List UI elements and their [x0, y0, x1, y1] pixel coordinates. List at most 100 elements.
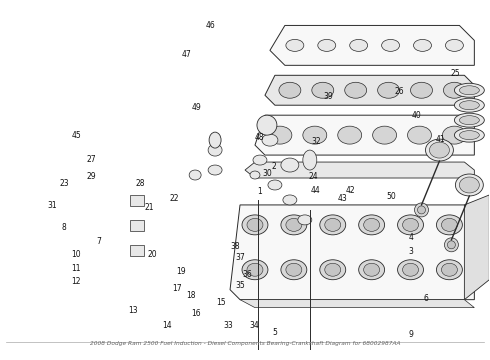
Ellipse shape: [460, 131, 479, 140]
Ellipse shape: [279, 82, 301, 98]
Ellipse shape: [454, 98, 484, 112]
Ellipse shape: [350, 39, 368, 51]
Ellipse shape: [460, 116, 479, 125]
Ellipse shape: [208, 165, 222, 175]
Text: 33: 33: [223, 321, 233, 330]
Polygon shape: [265, 75, 474, 105]
Text: 44: 44: [311, 186, 321, 195]
Text: 3: 3: [409, 247, 414, 256]
Text: 1: 1: [257, 187, 262, 196]
Ellipse shape: [242, 215, 268, 235]
Ellipse shape: [415, 203, 428, 217]
Ellipse shape: [378, 82, 399, 98]
Ellipse shape: [338, 126, 362, 144]
Ellipse shape: [318, 39, 336, 51]
Ellipse shape: [403, 263, 418, 276]
Text: 38: 38: [230, 242, 240, 251]
Ellipse shape: [364, 263, 380, 276]
Ellipse shape: [397, 260, 423, 280]
Text: 24: 24: [309, 172, 318, 181]
Polygon shape: [270, 26, 474, 65]
Ellipse shape: [345, 82, 367, 98]
Text: 10: 10: [72, 250, 81, 259]
Ellipse shape: [298, 215, 312, 225]
Ellipse shape: [262, 134, 278, 146]
Text: 31: 31: [47, 201, 57, 210]
Ellipse shape: [325, 263, 341, 276]
Ellipse shape: [283, 195, 297, 205]
Ellipse shape: [441, 263, 457, 276]
Text: 42: 42: [345, 186, 355, 195]
Ellipse shape: [417, 206, 425, 214]
Text: 49: 49: [191, 103, 201, 112]
Ellipse shape: [247, 219, 263, 231]
Ellipse shape: [359, 260, 385, 280]
Ellipse shape: [429, 142, 449, 158]
Text: 13: 13: [128, 306, 137, 315]
Ellipse shape: [382, 39, 399, 51]
Text: 2: 2: [272, 162, 277, 171]
Text: 28: 28: [135, 179, 145, 188]
Text: 26: 26: [394, 87, 404, 96]
Text: 43: 43: [338, 194, 347, 203]
Ellipse shape: [281, 215, 307, 235]
Ellipse shape: [372, 126, 396, 144]
Ellipse shape: [303, 126, 327, 144]
Ellipse shape: [364, 219, 380, 231]
Text: 35: 35: [235, 280, 245, 289]
Ellipse shape: [460, 101, 479, 110]
Ellipse shape: [460, 86, 479, 95]
Text: 6: 6: [423, 294, 428, 303]
Ellipse shape: [437, 215, 463, 235]
Ellipse shape: [286, 219, 302, 231]
Text: 23: 23: [59, 179, 69, 188]
Ellipse shape: [455, 174, 483, 196]
Ellipse shape: [403, 219, 418, 231]
Text: 4: 4: [409, 233, 414, 242]
Text: 48: 48: [255, 133, 265, 142]
Ellipse shape: [208, 144, 222, 156]
Text: 17: 17: [172, 284, 181, 293]
Text: 14: 14: [162, 321, 171, 330]
Ellipse shape: [414, 39, 432, 51]
Polygon shape: [230, 205, 474, 300]
Ellipse shape: [286, 263, 302, 276]
Ellipse shape: [408, 126, 432, 144]
Ellipse shape: [325, 219, 341, 231]
Text: 30: 30: [262, 169, 272, 178]
Bar: [130, 245, 144, 256]
Ellipse shape: [253, 155, 267, 165]
Polygon shape: [240, 300, 474, 308]
Text: 50: 50: [387, 193, 396, 202]
Text: 37: 37: [235, 253, 245, 262]
Ellipse shape: [437, 260, 463, 280]
Text: 12: 12: [72, 277, 81, 286]
Ellipse shape: [268, 126, 292, 144]
Ellipse shape: [189, 170, 201, 180]
Text: 18: 18: [187, 291, 196, 300]
Ellipse shape: [268, 180, 282, 190]
Text: 22: 22: [170, 194, 179, 203]
Ellipse shape: [209, 132, 221, 148]
Text: 41: 41: [436, 135, 445, 144]
Text: 29: 29: [86, 172, 96, 181]
Text: 36: 36: [243, 270, 252, 279]
Ellipse shape: [445, 39, 464, 51]
Ellipse shape: [247, 263, 263, 276]
Text: 32: 32: [311, 136, 320, 145]
Ellipse shape: [286, 39, 304, 51]
Text: 8: 8: [62, 223, 67, 232]
Ellipse shape: [457, 357, 471, 360]
Text: 5: 5: [272, 328, 277, 337]
Text: 19: 19: [177, 267, 186, 276]
Text: 47: 47: [181, 50, 191, 59]
Ellipse shape: [397, 215, 423, 235]
Ellipse shape: [250, 171, 260, 179]
Text: 20: 20: [147, 250, 157, 259]
Ellipse shape: [303, 150, 317, 170]
Polygon shape: [465, 195, 490, 300]
Text: 2008 Dodge Ram 2500 Fuel Induction - Diesel Components Bearing-Crankshaft Diagra: 2008 Dodge Ram 2500 Fuel Induction - Die…: [90, 341, 400, 346]
Ellipse shape: [320, 260, 346, 280]
Polygon shape: [245, 162, 474, 178]
Ellipse shape: [411, 82, 433, 98]
